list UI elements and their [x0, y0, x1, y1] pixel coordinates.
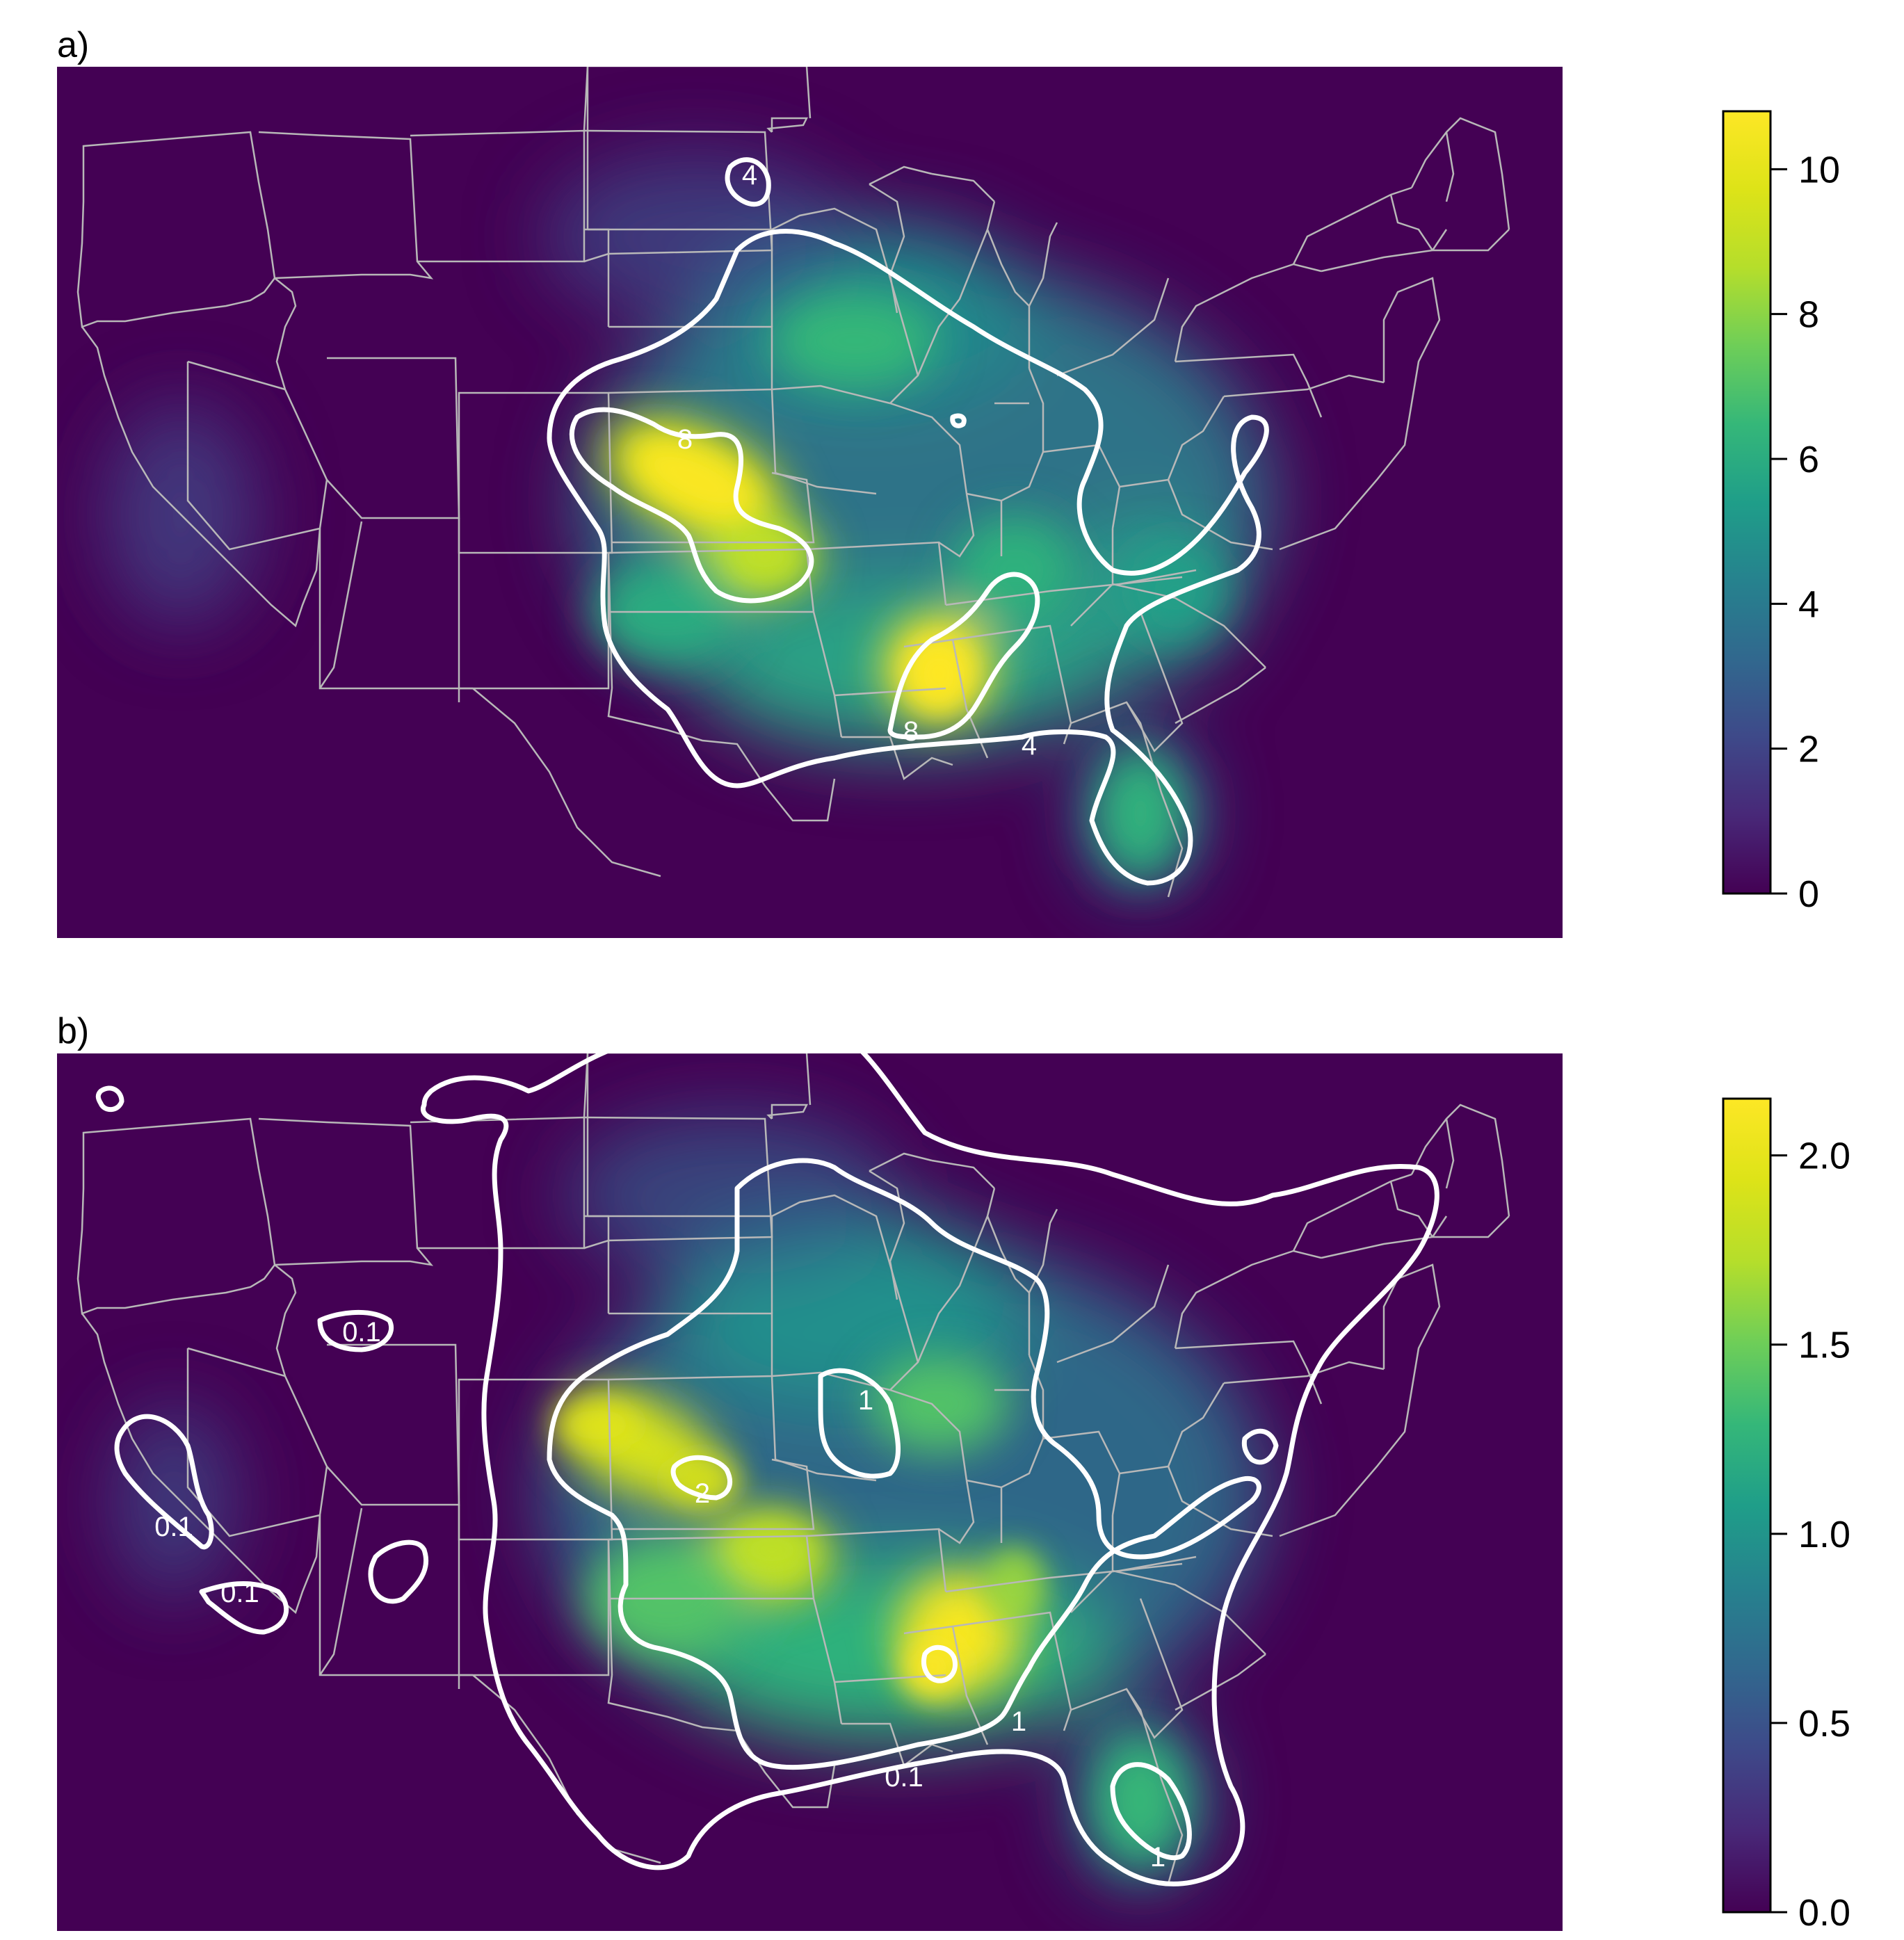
contour-b-2-plains	[670, 1455, 732, 1501]
contour-label-b-louisiana: 1	[1011, 1706, 1026, 1737]
colorbar-b-tick-label-1: 0.5	[1798, 1703, 1850, 1745]
hotspot-b-iowa-illinois	[869, 1355, 1008, 1453]
contour-b-1-main	[547, 1158, 1261, 1770]
contour-b-1-iowa-hole	[818, 1368, 901, 1479]
contour-b-2-mississippi	[921, 1645, 958, 1683]
colorbar-a-tick-label-1: 2	[1798, 729, 1819, 770]
panel-label-b: b)	[57, 1011, 89, 1051]
colorbar-a-tick-label-5: 10	[1798, 149, 1840, 191]
colorbar-b-ramp	[1722, 1097, 1772, 1914]
colorbar-b-tick-label-3: 1.5	[1798, 1325, 1850, 1366]
peak-b-plains	[556, 1400, 640, 1449]
peak-a-mississippi	[907, 640, 970, 709]
contour-a-8-plains	[569, 407, 814, 604]
colorbar-a-ticks: 0 2 4 6 8 10	[1770, 149, 1840, 915]
panel-label-a: a)	[57, 25, 89, 65]
contour-label-a-mississippi: 8	[903, 716, 919, 747]
hotspot-a-carolinas	[1127, 542, 1224, 640]
hotspot-a-iowa-illinois	[772, 292, 939, 389]
contour-label-b-florida: 1	[1150, 1842, 1165, 1873]
contour-b-1-virginia-loop	[1241, 1428, 1279, 1465]
colorbar-a-ramp	[1722, 110, 1772, 895]
colorbar-a-tick-label-4: 8	[1798, 294, 1819, 336]
contour-label-b-california-south: 0.1	[220, 1578, 259, 1608]
colorbar-b-tick-label-2: 1.0	[1798, 1514, 1850, 1555]
colorbar-a: 0 2 4 6 8 10	[1722, 110, 1840, 915]
contours-b	[95, 1053, 1439, 1886]
peak-b-oklahoma	[730, 1522, 814, 1578]
contour-b-1-florida	[1110, 1762, 1192, 1861]
contour-label-b-plains: 2	[695, 1478, 710, 1509]
heatmap-b-shifted: 0.1 0.1 0.1 0.1 1 1 1 2	[76, 1053, 1510, 1886]
contour-label-a-plains: 8	[677, 424, 693, 455]
contour-label-b-iowa: 1	[858, 1385, 873, 1416]
contour-label-b-california-north: 0.1	[154, 1512, 193, 1542]
hotspot-a-florida	[1099, 751, 1182, 876]
panel-b: b)	[57, 1011, 1850, 1934]
peak-a-plains	[634, 439, 757, 520]
contour-a-4-north-loop	[725, 157, 771, 207]
contour-a-4-main	[547, 229, 1269, 886]
colorbar-b-tick-label-4: 2.0	[1798, 1135, 1850, 1177]
heatmap-b: 0.1 0.1 0.1 0.1 1 1 1 2	[57, 1053, 1563, 1931]
colorbar-a-tick-label-3: 6	[1798, 439, 1819, 480]
contour-a-4-small-loop	[950, 413, 967, 428]
contour-b-0.1-idaho	[317, 1310, 394, 1352]
panel-a: a)	[57, 25, 1840, 938]
colorbar-b-ticks: 0.0 0.5 1.0 1.5 2.0	[1770, 1135, 1850, 1934]
peak-b-alabama	[984, 1546, 1047, 1623]
contour-label-b-gulf: 0.1	[885, 1762, 923, 1793]
contour-label-a-north: 4	[742, 160, 757, 191]
contour-b-0.1-california-south	[199, 1581, 289, 1635]
colorbar-b: 0.0 0.5 1.0 1.5 2.0	[1722, 1097, 1850, 1934]
contours-a	[547, 157, 1269, 886]
contour-labels-a: 4 8 8 4	[677, 160, 1037, 761]
contour-labels-b: 0.1 0.1 0.1 0.1 1 1 1 2	[154, 1317, 1165, 1873]
contour-a-8-southeast	[887, 572, 1040, 740]
density-b-west	[111, 1404, 236, 1599]
contour-b-0.1-outer	[421, 1053, 1439, 1886]
contour-b-0.1-arizona	[368, 1539, 429, 1604]
contour-label-a-gulf: 4	[1022, 730, 1037, 761]
heatmap-a: 4 8 8 4	[57, 67, 1563, 938]
density-b-north	[563, 1112, 897, 1279]
colorbar-a-tick-label-2: 4	[1798, 583, 1819, 625]
contour-label-b-idaho: 0.1	[342, 1317, 381, 1348]
colorbar-a-tick-label-0: 0	[1798, 873, 1819, 915]
colorbar-b-tick-label-0: 0.0	[1798, 1892, 1850, 1934]
contour-b-0.1-washington	[95, 1085, 124, 1113]
contour-b-0.1-california-north	[114, 1414, 214, 1550]
